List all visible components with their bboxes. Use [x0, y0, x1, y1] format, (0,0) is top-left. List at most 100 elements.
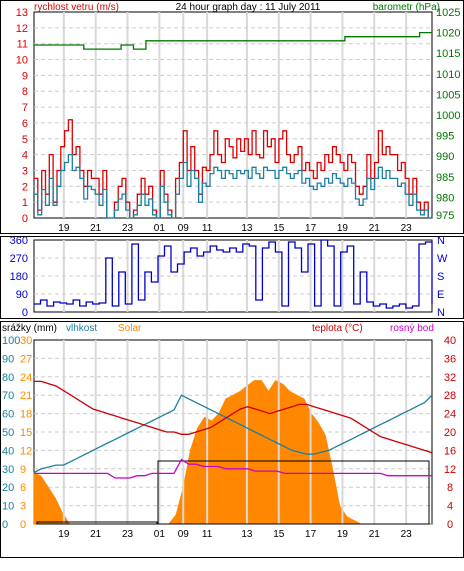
- chart2-right-tick-0: N: [437, 307, 445, 319]
- chart1-left-tick-6: 6: [22, 118, 28, 130]
- chart3-x-tick-2: 23: [122, 529, 134, 540]
- chart3-right-tick-4: 16: [444, 445, 456, 457]
- chart3-left-tick-b-1: 3: [20, 501, 26, 513]
- chart1-left-tick-2: 2: [22, 181, 28, 193]
- chart3-left-tick-a-9: 90: [2, 353, 14, 365]
- chart3-right-tick-0: 0: [447, 519, 453, 531]
- chart2-right-tick-2: S: [437, 271, 444, 283]
- chart3-x-tick-6: 13: [241, 529, 253, 540]
- chart3-x-tick-1: 21: [90, 529, 102, 540]
- chart2-right-tick-1: E: [437, 289, 444, 301]
- chart1-right-tick-0: 975: [436, 210, 454, 222]
- chart1-right-tick-1: 980: [436, 192, 454, 204]
- chart1-left-tick-4: 4: [22, 150, 28, 162]
- chart1-right-tick-4: 995: [436, 131, 454, 143]
- chart3-legend-3: teplota (°C): [312, 323, 363, 334]
- chart3-left-tick-b-4: 12: [20, 445, 32, 457]
- chart1-x-tick-10: 21: [369, 223, 381, 234]
- chart1-right-tick-6: 1005: [436, 89, 460, 101]
- chart3-x-tick-8: 17: [305, 529, 317, 540]
- chart1-left-tick-7: 7: [22, 102, 28, 114]
- chart3-left-tick-b-5: 15: [20, 427, 32, 439]
- chart3-series-humidity: [33, 394, 433, 474]
- chart3-right-tick-8: 32: [444, 372, 456, 384]
- chart3-right-tick-7: 28: [444, 390, 456, 402]
- chart1-x-tick-1: 21: [90, 223, 102, 234]
- chart1-x-tick-6: 13: [241, 223, 253, 234]
- chart1-right-tick-8: 1015: [436, 48, 460, 60]
- chart3-right-tick-6: 24: [444, 409, 456, 421]
- chart3-rain-box-2: [157, 460, 430, 525]
- chart3-right-tick-5: 20: [444, 427, 456, 439]
- chart1-right-axis-label: barometr (hPa): [373, 2, 440, 13]
- chart1-left-axis-label: rychlost vetru (m/s): [34, 2, 119, 13]
- chart1-left-tick-0: 0: [22, 213, 28, 225]
- chart1-x-tick-8: 17: [305, 223, 317, 234]
- chart3-right-tick-9: 36: [444, 353, 456, 365]
- chart1-x-tick-3: 01: [154, 223, 166, 234]
- chart2-left-tick-3: 270: [10, 253, 28, 265]
- chart3-left-tick-a-10: 100: [2, 335, 20, 347]
- chart3-left-tick-a-3: 30: [2, 464, 14, 476]
- chart3-right-tick-2: 8: [447, 482, 453, 494]
- chart3-x-tick-11: 23: [401, 529, 413, 540]
- chart3-x-tick-7: 15: [273, 529, 285, 540]
- chart1-left-tick-9: 9: [22, 70, 28, 82]
- chart1-x-tick-5: 11: [202, 223, 213, 234]
- chart3-left-tick-a-1: 10: [2, 501, 14, 513]
- chart1-x-tick-0: 19: [58, 223, 70, 234]
- chart3-left-tick-b-7: 21: [20, 390, 32, 402]
- chart1-x-tick-11: 23: [401, 223, 413, 234]
- chart3-legend-4: rosný bod: [390, 323, 434, 334]
- chart1-x-tick-2: 23: [122, 223, 134, 234]
- chart3-x-tick-9: 19: [337, 529, 349, 540]
- chart1-left-tick-8: 8: [22, 86, 28, 98]
- chart3-x-tick-0: 19: [58, 529, 70, 540]
- chart2-left-tick-0: 0: [22, 307, 28, 319]
- chart3-legend-1: vlhkost: [66, 323, 97, 334]
- chart3-rain-box-1: [36, 521, 158, 525]
- chart1-left-tick-11: 11: [17, 39, 28, 51]
- chart3-left-tick-b-3: 9: [20, 464, 26, 476]
- chart1-left-tick-3: 3: [22, 165, 28, 177]
- chart3-right-tick-3: 12: [444, 464, 456, 476]
- chart3-right-tick-1: 4: [447, 501, 453, 513]
- chart2-left-tick-2: 180: [10, 271, 28, 283]
- chart3-x-tick-10: 21: [369, 529, 381, 540]
- chart1-plot-area: [33, 11, 433, 219]
- chart3-left-tick-a-0: 0: [2, 519, 8, 531]
- chart1-x-tick-4: 09: [178, 223, 190, 234]
- chart3-x-tick-5: 11: [202, 529, 213, 540]
- chart3-legend-2: Solar: [118, 323, 142, 334]
- chart3-left-tick-a-5: 50: [2, 427, 14, 439]
- chart2-right-tick-4: N: [437, 235, 445, 247]
- chart3-left-tick-a-4: 40: [2, 445, 14, 457]
- chart1-left-tick-12: 12: [16, 23, 28, 35]
- chart2-series-wind-direction: [34, 239, 433, 309]
- chart3-left-tick-a-8: 80: [2, 372, 14, 384]
- chart2-left-tick-4: 360: [10, 235, 28, 247]
- chart3-left-tick-b-9: 27: [20, 353, 32, 365]
- chart1-right-tick-10: 1025: [436, 7, 460, 19]
- chart3-left-tick-b-2: 6: [20, 482, 26, 494]
- chart3-left-tick-a-6: 60: [2, 409, 14, 421]
- chart1-x-tick-7: 15: [273, 223, 285, 234]
- chart1-left-tick-13: 13: [16, 7, 28, 19]
- chart3-x-tick-4: 09: [178, 529, 190, 540]
- chart1-right-tick-2: 985: [436, 172, 454, 184]
- chart1-series-pressure: [34, 31, 432, 50]
- chart1-left-tick-5: 5: [22, 134, 28, 146]
- chart1-right-tick-7: 1010: [436, 69, 460, 81]
- chart1-title: 24 hour graph day : 11 July 2011: [176, 2, 321, 13]
- chart3-left-tick-b-0: 0: [20, 519, 26, 531]
- chart3-left-tick-b-10: 30: [20, 335, 32, 347]
- chart1-left-tick-10: 10: [16, 55, 28, 67]
- chart3-left-tick-a-2: 20: [2, 482, 14, 494]
- chart1-right-tick-5: 1000: [436, 110, 460, 122]
- chart1-right-tick-9: 1020: [436, 28, 460, 40]
- chart3-left-tick-b-8: 24: [20, 372, 32, 384]
- chart1-x-tick-9: 19: [337, 223, 349, 234]
- chart3-series-dewpoint: [34, 458, 432, 479]
